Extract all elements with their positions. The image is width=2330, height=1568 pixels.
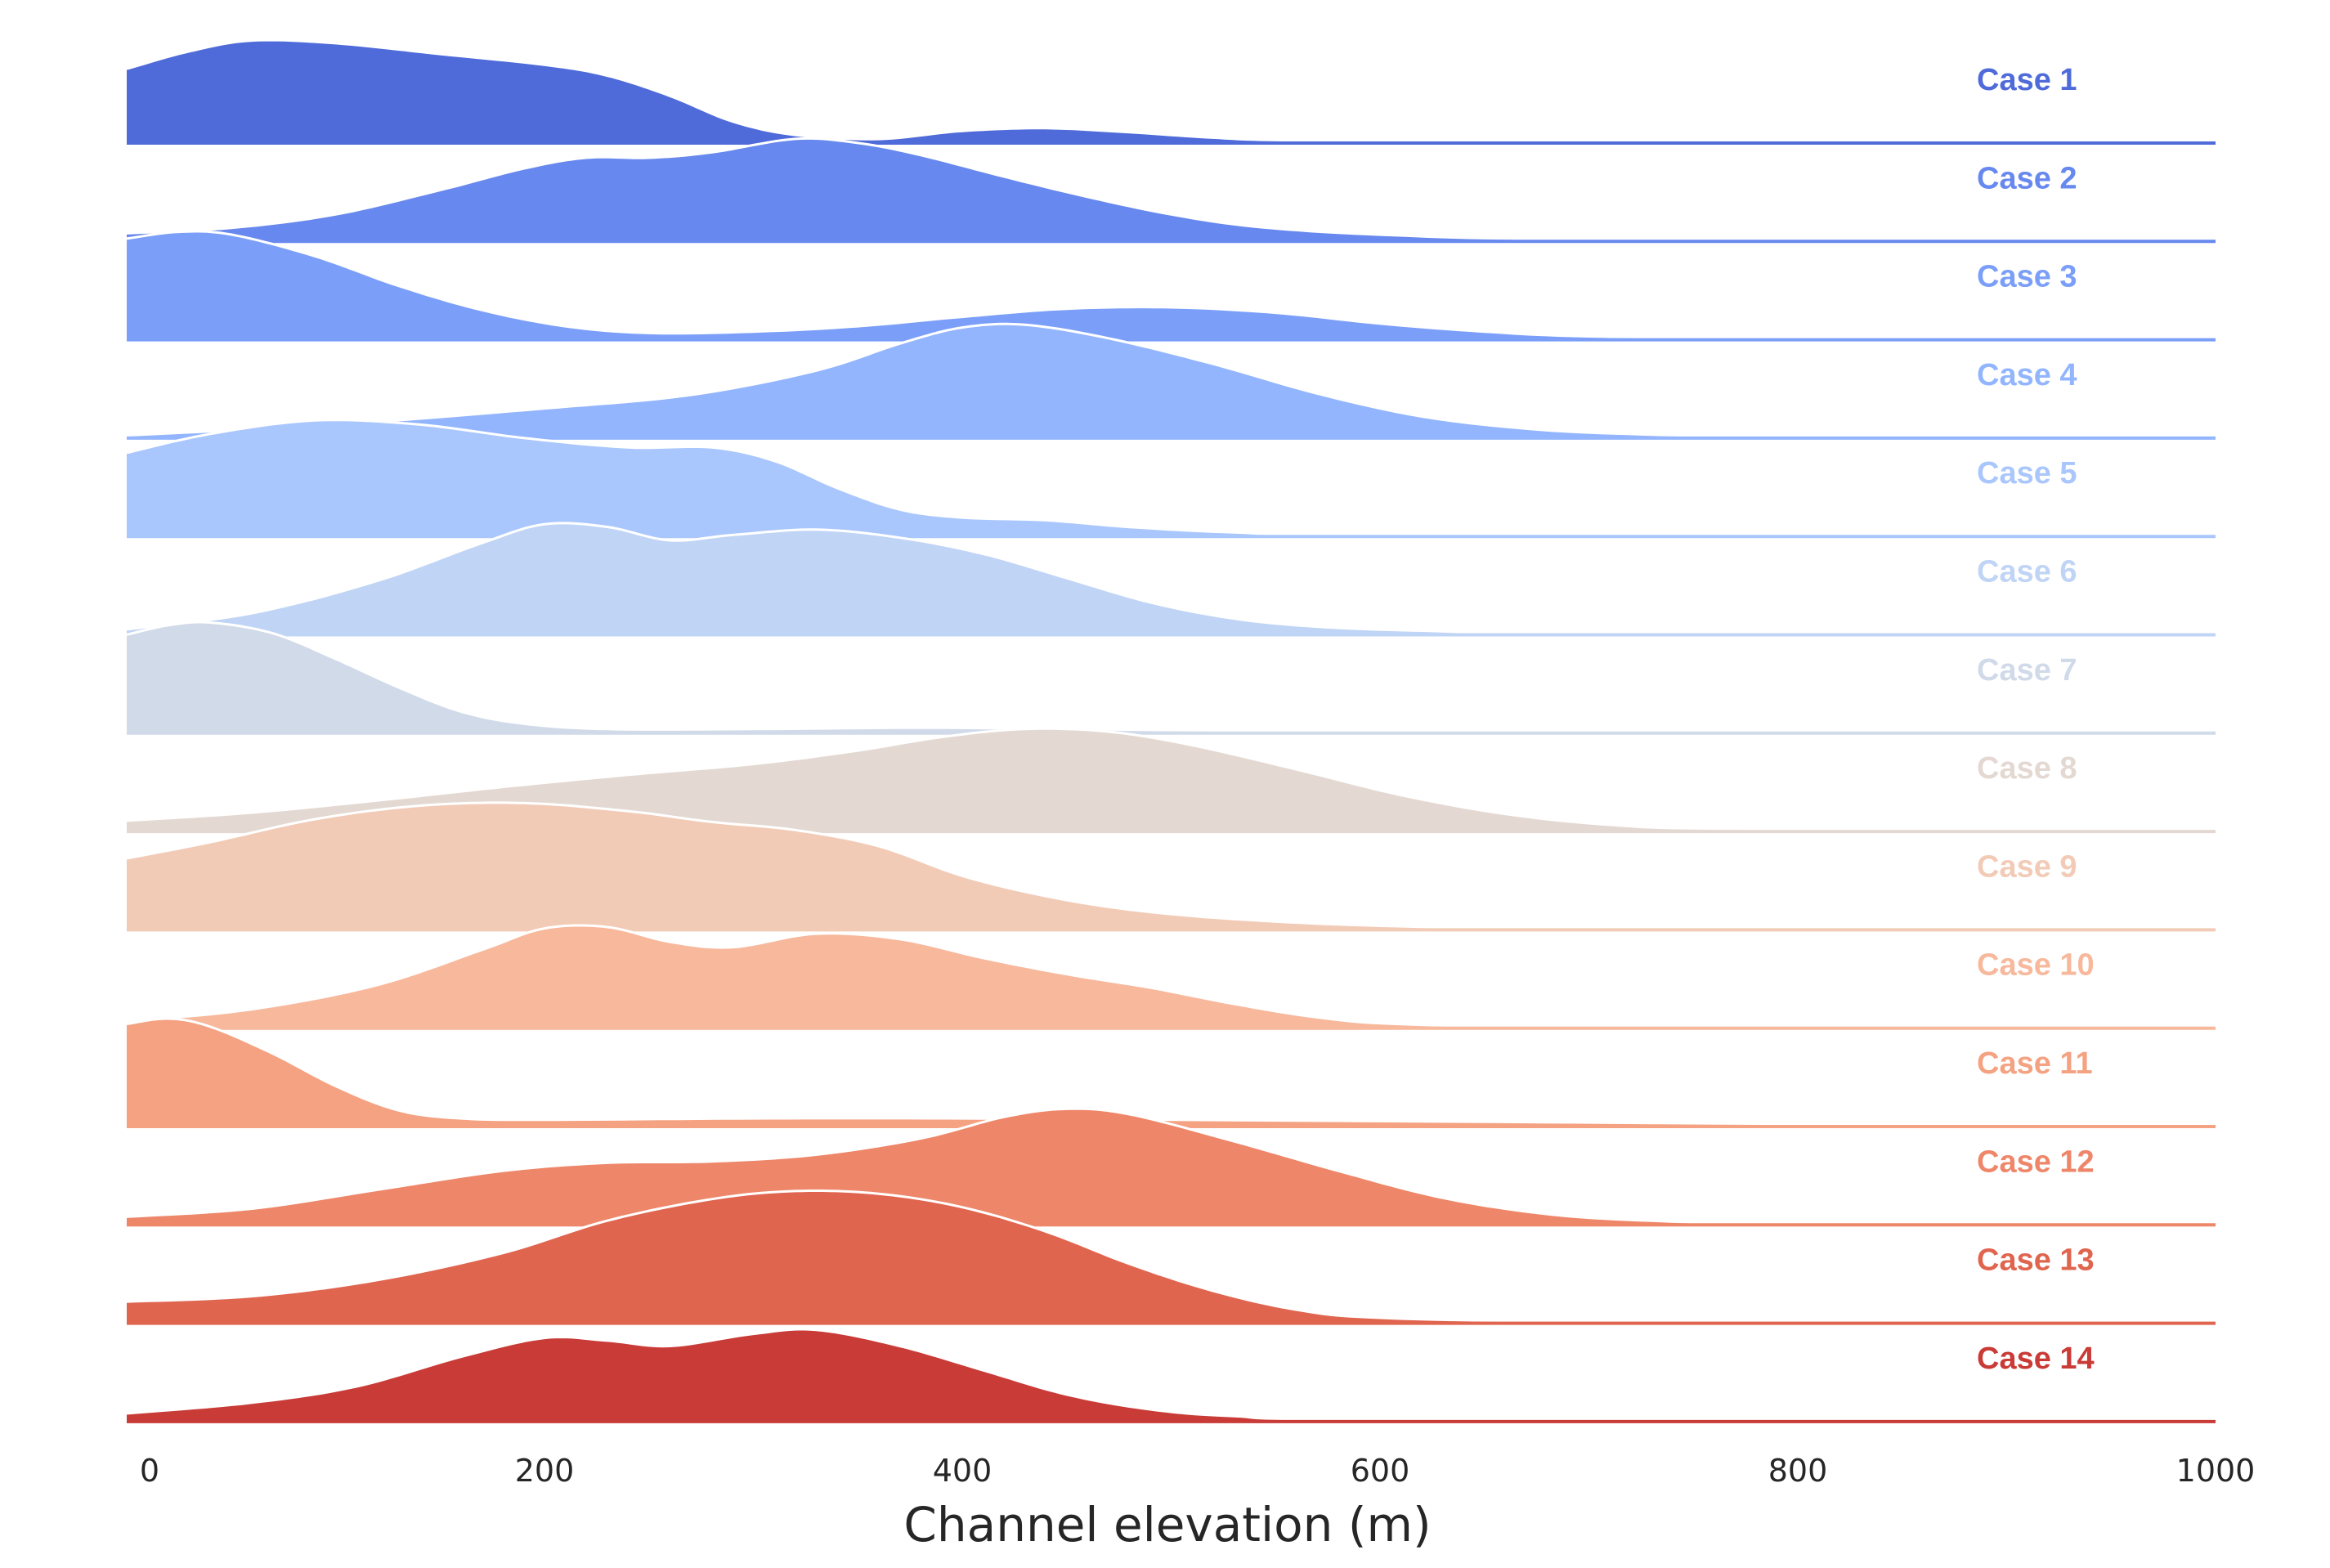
ridge-14 xyxy=(126,1328,2216,1423)
ridge-area-2 xyxy=(127,138,2216,242)
ridge-area-6 xyxy=(127,522,2216,635)
ridge-outline-8 xyxy=(126,727,2216,831)
x-tick-label-800: 800 xyxy=(1768,1453,1828,1489)
ridge-7 xyxy=(126,620,2216,735)
ridge-label-7: Case 7 xyxy=(1977,653,2077,688)
ridge-label-6: Case 6 xyxy=(1977,555,2077,589)
ridge-area-14 xyxy=(127,1329,2216,1422)
x-axis: 0 200 400 600 800 1000 xyxy=(140,1453,2255,1489)
x-tick-label-0: 0 xyxy=(140,1453,159,1489)
ridge-outline-13 xyxy=(126,1189,2216,1324)
ridge-label-8: Case 8 xyxy=(1977,751,2077,786)
ridge-area-12 xyxy=(127,1109,2216,1225)
ridge-label-4: Case 4 xyxy=(1977,358,2077,392)
ridge-label-11: Case 11 xyxy=(1977,1046,2093,1081)
ridge-13 xyxy=(126,1189,2216,1325)
x-tick-label-600: 600 xyxy=(1351,1453,1410,1489)
ridge-outline-10 xyxy=(126,924,2216,1028)
ridge-area-10 xyxy=(127,925,2216,1028)
ridge-12 xyxy=(126,1107,2216,1227)
ridges-group xyxy=(126,38,2216,1423)
ridge-outline-3 xyxy=(126,230,2216,340)
ridge-label-2: Case 2 xyxy=(1977,161,2077,195)
ridge-label-10: Case 10 xyxy=(1977,948,2095,983)
ridge-label-13: Case 13 xyxy=(1977,1243,2095,1278)
ridge-2 xyxy=(126,137,2216,244)
ridge-area-11 xyxy=(127,1019,2216,1127)
ridge-outline-4 xyxy=(126,322,2216,438)
ridge-area-7 xyxy=(127,622,2216,733)
ridge-area-9 xyxy=(127,802,2216,930)
ridge-label-5: Case 5 xyxy=(1977,456,2077,491)
ridge-outline-14 xyxy=(126,1328,2216,1422)
ridge-area-5 xyxy=(127,419,2216,537)
ridge-label-3: Case 3 xyxy=(1977,260,2077,294)
ridge-outline-6 xyxy=(126,522,2216,635)
ridge-6 xyxy=(126,522,2216,637)
ridge-label-12: Case 12 xyxy=(1977,1145,2095,1179)
ridge-labels-group: Case 1 Case 2 Case 3 Case 4 Case 5 Case 6 Case… xyxy=(1977,63,2095,1376)
ridge-area-8 xyxy=(127,728,2216,832)
ridge-area-1 xyxy=(127,40,2216,143)
ridge-label-9: Case 9 xyxy=(1977,849,2077,884)
ridge-10 xyxy=(126,924,2216,1030)
ridge-outline-9 xyxy=(126,801,2216,930)
ridge-5 xyxy=(126,419,2216,539)
ridge-outline-7 xyxy=(126,620,2216,733)
x-axis-title: Channel elevation (m) xyxy=(903,1497,1431,1552)
ridge-area-13 xyxy=(127,1190,2216,1324)
x-tick-label-1000: 1000 xyxy=(2176,1453,2256,1489)
ridge-1 xyxy=(126,38,2216,145)
ridge-outline-5 xyxy=(126,419,2216,537)
ridge-label-14: Case 14 xyxy=(1977,1342,2095,1376)
ridge-area-4 xyxy=(127,324,2216,438)
ridge-3 xyxy=(126,230,2216,342)
ridge-outline-2 xyxy=(126,137,2216,242)
x-tick-label-400: 400 xyxy=(933,1453,992,1489)
ridge-9 xyxy=(126,801,2216,932)
ridge-outline-1 xyxy=(126,38,2216,143)
ridge-label-1: Case 1 xyxy=(1977,63,2077,97)
x-tick-label-200: 200 xyxy=(515,1453,575,1489)
ridge-outline-12 xyxy=(126,1107,2216,1225)
ridge-area-3 xyxy=(127,231,2216,340)
ridge-outline-11 xyxy=(126,1017,2216,1127)
ridge-11 xyxy=(126,1017,2216,1128)
